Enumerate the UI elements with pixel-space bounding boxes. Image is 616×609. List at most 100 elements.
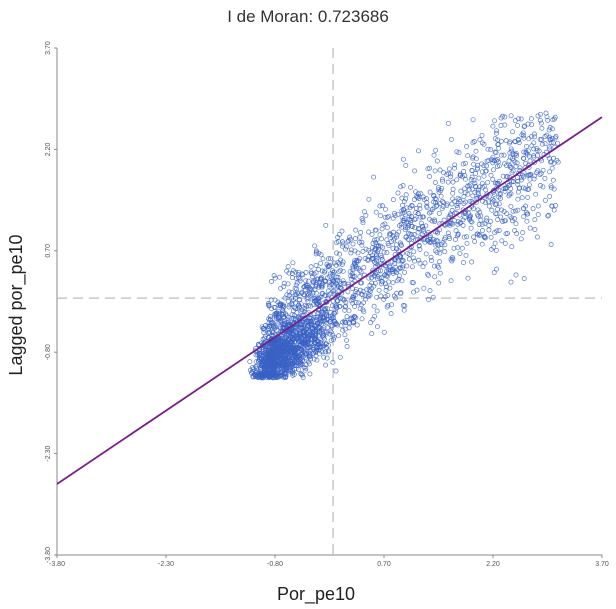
data-point xyxy=(374,294,380,300)
data-point xyxy=(539,125,545,131)
data-point xyxy=(381,272,387,278)
data-point xyxy=(263,333,268,339)
data-point xyxy=(412,258,417,264)
data-point xyxy=(377,275,383,281)
data-point xyxy=(439,186,444,192)
data-point xyxy=(371,303,377,309)
data-point xyxy=(417,206,423,212)
data-point xyxy=(417,202,423,208)
data-point xyxy=(368,320,374,326)
data-point xyxy=(281,359,287,365)
data-point xyxy=(547,193,553,199)
data-point xyxy=(526,153,532,159)
data-point xyxy=(284,333,290,339)
data-point xyxy=(345,239,351,245)
data-point xyxy=(348,247,354,253)
data-point xyxy=(455,221,461,227)
data-point xyxy=(540,167,546,173)
data-point xyxy=(518,236,524,242)
data-point xyxy=(550,117,556,123)
data-point xyxy=(325,288,331,294)
data-point xyxy=(430,294,436,300)
data-point xyxy=(272,342,278,348)
data-point xyxy=(521,214,527,220)
data-point xyxy=(346,308,352,314)
data-point xyxy=(484,215,490,221)
data-point xyxy=(324,355,330,361)
data-point xyxy=(350,300,356,306)
data-point xyxy=(433,200,438,205)
data-point xyxy=(491,270,497,276)
data-point xyxy=(481,233,487,239)
data-point xyxy=(488,246,494,252)
data-point xyxy=(496,201,502,207)
data-point xyxy=(493,247,499,253)
data-point xyxy=(350,241,356,247)
data-point xyxy=(547,125,553,130)
data-point xyxy=(521,135,527,141)
data-point xyxy=(516,140,522,146)
data-point xyxy=(490,167,496,173)
data-point xyxy=(295,291,301,297)
data-point xyxy=(323,222,329,228)
data-point xyxy=(310,343,316,349)
data-point xyxy=(276,346,282,352)
data-point xyxy=(427,216,432,222)
data-point xyxy=(299,350,305,356)
data-point xyxy=(518,116,524,122)
data-point xyxy=(297,362,303,368)
data-point xyxy=(482,220,488,226)
data-point xyxy=(353,315,359,321)
data-point xyxy=(315,320,321,325)
data-point xyxy=(283,335,289,341)
data-point xyxy=(512,228,518,234)
data-point xyxy=(506,158,512,164)
data-point xyxy=(403,162,409,168)
data-point xyxy=(257,350,263,356)
data-point xyxy=(271,273,277,279)
data-point xyxy=(420,214,425,220)
data-point xyxy=(354,322,360,328)
data-point xyxy=(461,201,467,206)
data-point xyxy=(303,341,309,347)
data-point xyxy=(534,147,540,153)
data-point xyxy=(535,152,540,158)
data-point xyxy=(384,225,390,231)
data-points xyxy=(247,110,561,381)
data-point xyxy=(461,169,467,174)
data-point xyxy=(420,264,426,270)
data-point xyxy=(482,234,488,240)
data-point xyxy=(409,264,415,270)
data-point xyxy=(435,238,441,244)
data-point xyxy=(426,239,432,245)
data-point xyxy=(495,157,500,162)
data-point xyxy=(259,371,265,377)
data-point xyxy=(399,265,405,271)
data-point xyxy=(350,319,356,325)
data-point xyxy=(513,272,519,278)
data-point xyxy=(293,329,299,335)
data-point xyxy=(368,288,374,294)
data-point xyxy=(551,155,557,161)
data-point xyxy=(535,168,541,174)
data-point xyxy=(416,148,421,154)
data-point xyxy=(340,241,346,247)
data-point xyxy=(408,218,414,223)
data-point xyxy=(413,216,419,222)
data-point xyxy=(501,152,507,158)
data-point xyxy=(277,370,283,376)
data-point xyxy=(377,232,383,238)
data-point xyxy=(349,271,355,277)
data-point xyxy=(290,260,296,266)
data-point xyxy=(266,374,272,380)
data-point xyxy=(327,328,333,334)
data-point xyxy=(319,334,325,340)
data-point xyxy=(342,318,348,324)
data-point xyxy=(320,333,326,339)
x-tick-label: 2.20 xyxy=(486,561,500,568)
data-point xyxy=(532,134,538,140)
data-point xyxy=(316,284,322,290)
data-point xyxy=(272,326,278,332)
data-point xyxy=(411,197,417,202)
data-point xyxy=(266,316,272,322)
